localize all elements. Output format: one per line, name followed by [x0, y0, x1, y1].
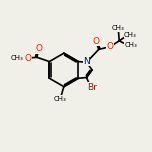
Text: O: O	[24, 54, 31, 63]
Text: CH₃: CH₃	[54, 96, 67, 102]
Text: O: O	[35, 44, 42, 53]
Text: CH₃: CH₃	[124, 32, 137, 38]
Text: O: O	[92, 37, 99, 46]
Text: O: O	[107, 42, 114, 51]
Text: CH₃: CH₃	[125, 42, 137, 48]
Text: N: N	[83, 57, 90, 66]
Text: CH₃: CH₃	[11, 55, 24, 61]
Text: CH₃: CH₃	[112, 25, 125, 31]
Text: Br: Br	[87, 83, 97, 92]
